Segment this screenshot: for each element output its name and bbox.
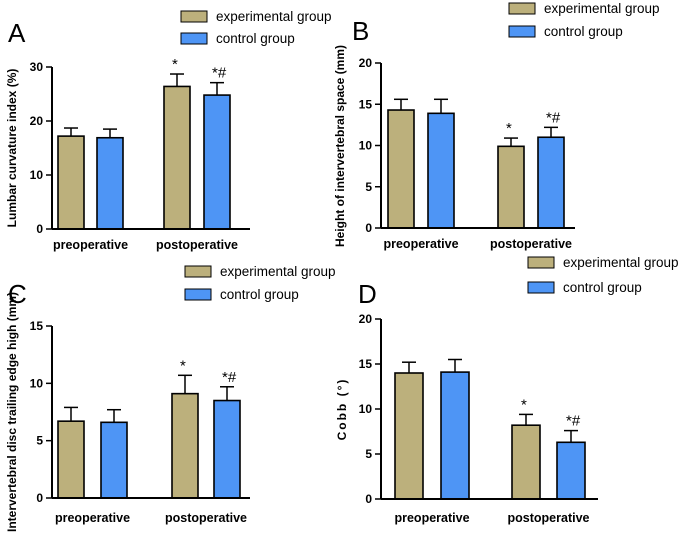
y-tick-label: 20 (359, 56, 373, 70)
y-tick-label: 5 (36, 434, 43, 448)
significance-mark-experimental-postoperative: * (506, 120, 512, 137)
y-axis-label: Cobb (°) (335, 378, 349, 441)
bar-control-preoperative (96, 136, 124, 230)
y-tick-label: 5 (365, 447, 372, 461)
y-tick-label: 5 (365, 180, 372, 194)
y-tick-label: 0 (36, 491, 43, 505)
y-tick-label: 10 (30, 168, 44, 182)
legend-swatch-control (184, 288, 212, 301)
legend-swatch-experimental (508, 2, 536, 15)
y-tick-label: 15 (359, 97, 373, 111)
category-label-preoperative: preoperative (53, 238, 128, 252)
bar-experimental-postoperative (163, 85, 191, 230)
legend-label-control: control group (216, 31, 295, 46)
bar-control-postoperative (537, 136, 565, 229)
bar-control-postoperative (213, 399, 241, 499)
bar-control-preoperative (100, 421, 128, 499)
bar-experimental-postoperative (511, 424, 541, 500)
significance-mark-control-postoperative: *# (546, 109, 561, 126)
legend-label-control: control group (220, 287, 299, 302)
legend-label-experimental: experimental group (216, 9, 332, 24)
legend-swatch-experimental (180, 10, 208, 23)
significance-mark-control-postoperative: *# (212, 65, 227, 82)
y-tick-label: 15 (359, 357, 373, 371)
category-label-postoperative: postoperative (508, 511, 590, 525)
y-tick-label: 10 (359, 402, 373, 416)
panel-letter: A (8, 18, 26, 48)
legend-swatch-control (180, 32, 208, 45)
category-label-preoperative: preoperative (55, 511, 130, 525)
legend-label-experimental: experimental group (220, 264, 336, 279)
y-tick-label: 15 (30, 319, 44, 333)
legend-swatch-experimental (527, 256, 555, 269)
y-axis-label: Height of intervertebral space (mm) (333, 45, 347, 247)
legend-swatch-control (527, 281, 555, 294)
legend-label-experimental: experimental group (544, 1, 660, 16)
y-tick-label: 0 (36, 222, 43, 236)
y-tick-label: 10 (359, 139, 373, 153)
bar-experimental-preoperative (387, 109, 415, 229)
y-axis-label: Lumbar curvature index (%) (5, 69, 19, 228)
bar-experimental-postoperative (171, 392, 199, 499)
legend-label-control: control group (563, 280, 642, 295)
legend-swatch-control (508, 25, 536, 38)
y-tick-label: 0 (365, 492, 372, 506)
bar-control-postoperative (203, 94, 231, 230)
significance-mark-experimental-postoperative: * (172, 56, 178, 73)
significance-mark-experimental-postoperative: * (521, 396, 527, 413)
panel-letter: B (352, 16, 369, 46)
y-tick-label: 20 (359, 312, 373, 326)
y-tick-label: 10 (30, 376, 44, 390)
panel-letter: C (8, 279, 27, 309)
significance-mark-control-postoperative: *# (222, 369, 237, 386)
category-label-postoperative: postoperative (156, 238, 238, 252)
category-label-postoperative: postoperative (490, 237, 572, 251)
legend-label-control: control group (544, 24, 623, 39)
significance-mark-experimental-postoperative: * (180, 357, 186, 374)
bar-control-preoperative (440, 371, 470, 500)
bar-experimental-preoperative (57, 135, 85, 230)
bar-control-postoperative (556, 441, 586, 500)
y-tick-label: 30 (30, 60, 44, 74)
legend-swatch-experimental (184, 265, 212, 278)
bar-experimental-postoperative (497, 145, 525, 229)
panel-letter: D (358, 279, 377, 309)
legend-label-experimental: experimental group (563, 255, 679, 270)
category-label-postoperative: postoperative (165, 511, 247, 525)
bar-experimental-preoperative (57, 420, 85, 499)
bar-experimental-preoperative (394, 372, 424, 500)
y-axis-label: Intervertebral disc trailing edge high (… (5, 292, 19, 532)
y-tick-label: 20 (30, 114, 44, 128)
category-label-preoperative: preoperative (394, 511, 469, 525)
significance-mark-control-postoperative: *# (566, 413, 581, 430)
bar-control-preoperative (427, 112, 455, 229)
category-label-preoperative: preoperative (383, 237, 458, 251)
y-tick-label: 0 (365, 221, 372, 235)
